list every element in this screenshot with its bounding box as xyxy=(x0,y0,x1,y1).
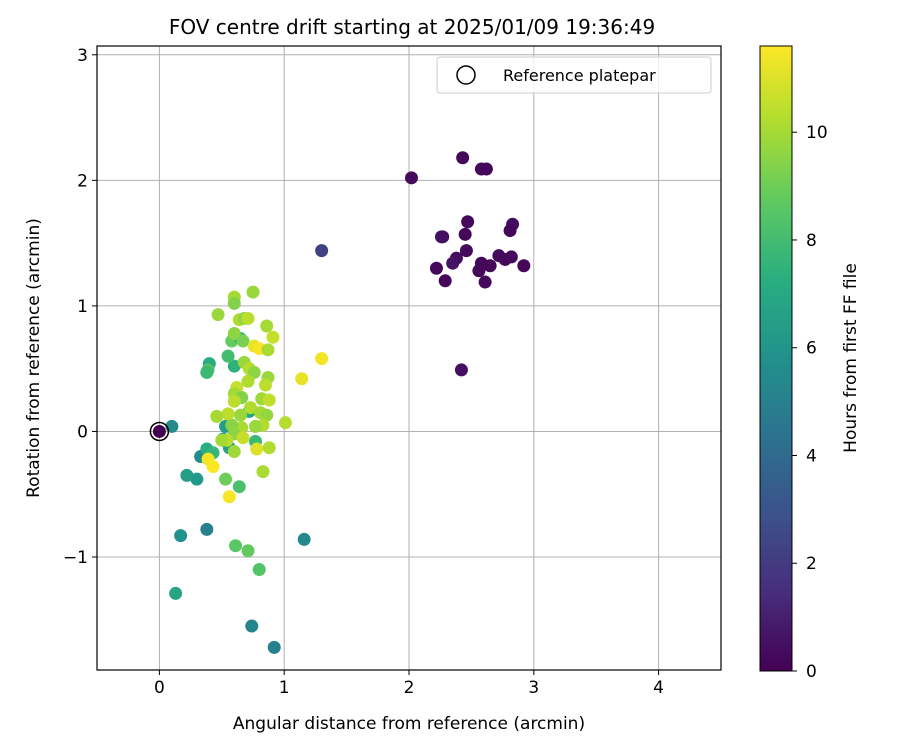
colorbar-tick-label: 2 xyxy=(806,554,817,574)
data-point xyxy=(210,409,224,423)
x-axis-ticks: 0 1 2 3 4 xyxy=(154,670,664,698)
data-point xyxy=(152,424,166,438)
data-point xyxy=(227,296,241,310)
colorbar-tick-label: 6 xyxy=(806,339,817,359)
data-point xyxy=(200,365,214,379)
data-point xyxy=(260,319,274,333)
legend: Reference platepar xyxy=(436,56,712,94)
y-axis-label: Rotation from reference (arcmin) xyxy=(24,218,44,498)
data-point xyxy=(454,363,468,377)
x-tick-label: 4 xyxy=(653,678,664,698)
y-tick-label: 3 xyxy=(77,46,88,66)
data-point xyxy=(229,539,243,553)
data-point xyxy=(429,261,443,275)
data-point xyxy=(236,334,250,348)
x-tick-label: 2 xyxy=(404,678,415,698)
data-point xyxy=(458,227,472,241)
data-point xyxy=(446,256,460,270)
data-point xyxy=(461,215,475,229)
data-point xyxy=(256,465,270,479)
data-point xyxy=(459,244,473,258)
data-point xyxy=(244,401,258,415)
data-point xyxy=(315,244,329,258)
colorbar-tick-label: 10 xyxy=(806,123,828,143)
data-point xyxy=(295,372,309,386)
colorbar-tick-label: 8 xyxy=(806,231,817,251)
data-point xyxy=(297,532,311,546)
colorbar-ticks: 0 2 4 6 8 10 xyxy=(792,123,828,682)
data-point xyxy=(219,472,233,486)
x-tick-label: 3 xyxy=(528,678,539,698)
data-point xyxy=(267,640,281,654)
data-point xyxy=(438,274,452,288)
data-point xyxy=(236,431,250,445)
x-tick-label: 0 xyxy=(154,678,165,698)
data-point xyxy=(190,472,204,486)
data-point xyxy=(200,522,214,536)
data-point xyxy=(260,408,274,422)
chart-title: FOV centre drift starting at 2025/01/09 … xyxy=(169,15,655,39)
y-tick-label: −1 xyxy=(63,548,88,568)
y-axis-ticks: −1 0 1 2 3 xyxy=(63,46,97,568)
reference-marker xyxy=(149,421,170,442)
x-tick-label: 1 xyxy=(279,678,290,698)
colorbar: 0 2 4 6 8 10 Hours from first FF file xyxy=(759,45,861,682)
data-point xyxy=(479,162,493,176)
data-point xyxy=(245,619,259,633)
data-point xyxy=(180,468,194,482)
data-point xyxy=(241,311,255,325)
data-point xyxy=(262,441,276,455)
data-point xyxy=(483,259,497,273)
data-point xyxy=(169,586,183,600)
x-axis-label: Angular distance from reference (arcmin) xyxy=(233,714,585,734)
data-point xyxy=(211,308,225,322)
data-point xyxy=(221,349,235,363)
colorbar-label: Hours from first FF file xyxy=(841,263,861,453)
data-point xyxy=(221,407,235,421)
data-point xyxy=(278,416,292,430)
data-point xyxy=(227,327,241,341)
data-point xyxy=(234,408,248,422)
legend-box xyxy=(436,56,712,94)
data-point xyxy=(232,480,246,494)
data-point xyxy=(206,460,220,474)
y-tick-label: 0 xyxy=(77,422,88,442)
data-point xyxy=(227,394,241,408)
data-point xyxy=(262,393,276,407)
data-point xyxy=(261,343,275,357)
data-point xyxy=(478,275,492,289)
y-tick-label: 1 xyxy=(77,297,88,317)
data-point xyxy=(248,419,262,433)
data-point xyxy=(174,529,188,543)
colorbar-tick-label: 4 xyxy=(806,446,817,466)
data-point xyxy=(252,563,266,577)
grid-lines xyxy=(97,46,721,670)
data-point xyxy=(246,285,260,299)
legend-marker-icon xyxy=(456,65,476,85)
data-point xyxy=(503,224,517,238)
data-points xyxy=(149,151,531,654)
data-point xyxy=(436,230,450,244)
y-tick-label: 2 xyxy=(77,171,88,191)
data-point xyxy=(222,490,236,504)
data-point xyxy=(215,433,229,447)
data-point xyxy=(227,359,241,373)
data-point xyxy=(227,445,241,459)
data-point xyxy=(250,442,264,456)
data-point xyxy=(456,151,470,165)
data-point xyxy=(258,378,272,392)
data-point xyxy=(504,250,518,264)
data-point xyxy=(241,544,255,558)
legend-label: Reference platepar xyxy=(503,66,656,85)
data-point xyxy=(241,374,255,388)
colorbar-gradient xyxy=(759,45,793,672)
data-point xyxy=(517,259,531,273)
data-point xyxy=(404,171,418,185)
colorbar-tick-label: 0 xyxy=(806,662,817,682)
data-point xyxy=(266,330,280,344)
data-point xyxy=(315,352,329,366)
